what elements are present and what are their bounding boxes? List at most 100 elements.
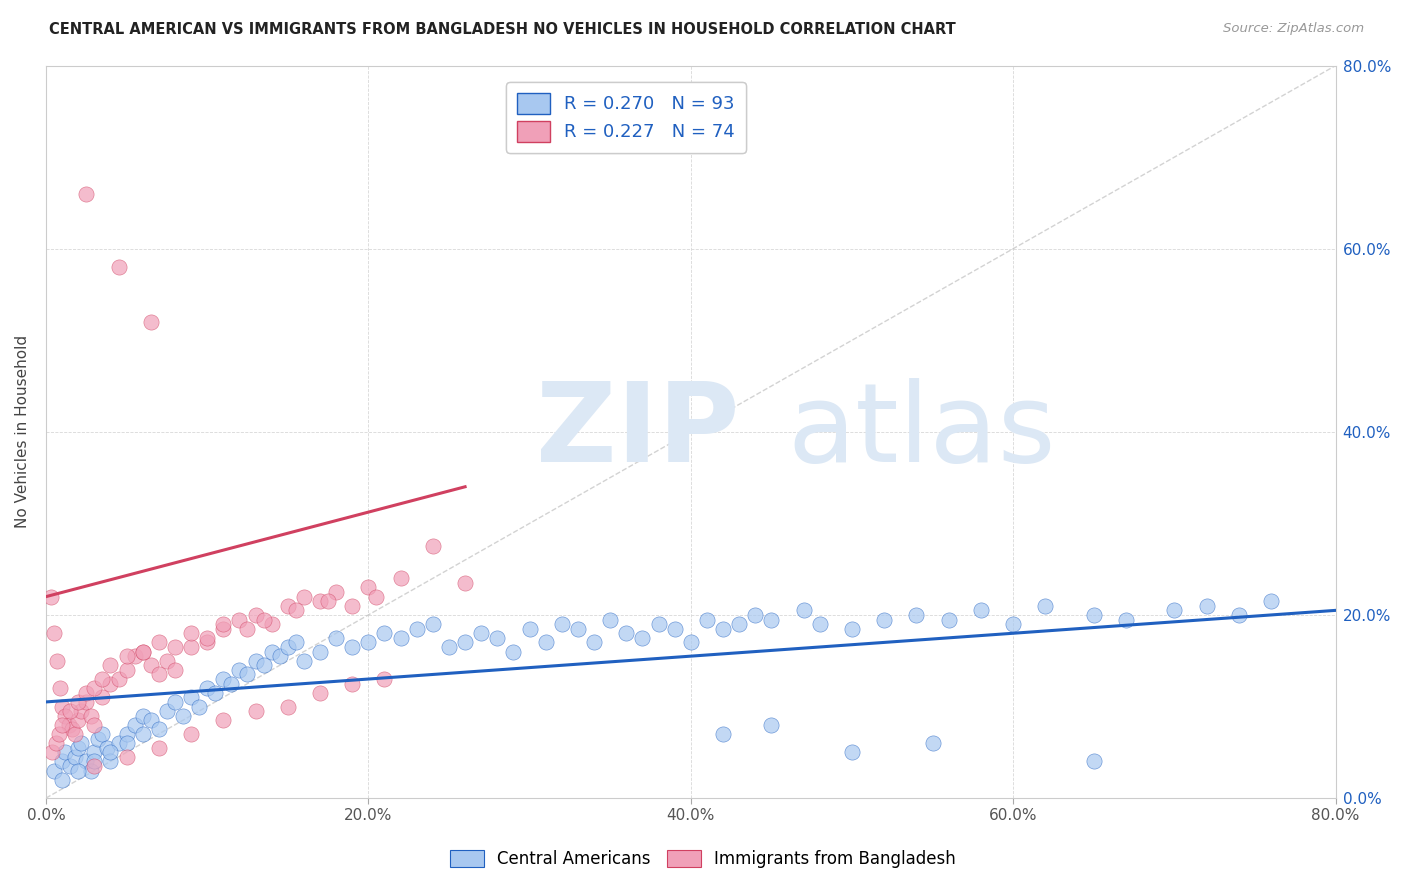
Point bbox=[163, 640, 186, 654]
Point bbox=[389, 571, 412, 585]
Point bbox=[49, 681, 72, 696]
Point bbox=[269, 649, 291, 664]
Point bbox=[148, 667, 170, 681]
Point bbox=[80, 708, 103, 723]
Text: ZIP: ZIP bbox=[536, 378, 740, 485]
Legend: Central Americans, Immigrants from Bangladesh: Central Americans, Immigrants from Bangl… bbox=[444, 843, 962, 875]
Point bbox=[245, 704, 267, 718]
Point bbox=[67, 764, 90, 778]
Point bbox=[83, 755, 105, 769]
Point bbox=[357, 635, 380, 649]
Point bbox=[567, 622, 589, 636]
Point bbox=[841, 622, 863, 636]
Point bbox=[53, 745, 76, 759]
Point bbox=[131, 727, 153, 741]
Point bbox=[131, 644, 153, 658]
Point bbox=[236, 622, 259, 636]
Text: CENTRAL AMERICAN VS IMMIGRANTS FROM BANGLADESH NO VEHICLES IN HOUSEHOLD CORRELAT: CENTRAL AMERICAN VS IMMIGRANTS FROM BANG… bbox=[49, 22, 956, 37]
Point bbox=[51, 699, 73, 714]
Point bbox=[51, 772, 73, 787]
Point bbox=[53, 708, 76, 723]
Point bbox=[808, 617, 831, 632]
Point bbox=[124, 649, 146, 664]
Point bbox=[366, 590, 388, 604]
Point bbox=[711, 622, 734, 636]
Point bbox=[252, 613, 274, 627]
Point bbox=[212, 713, 235, 727]
Point bbox=[631, 631, 654, 645]
Point bbox=[470, 626, 492, 640]
Point bbox=[357, 581, 380, 595]
Point bbox=[91, 672, 114, 686]
Point bbox=[100, 755, 122, 769]
Point bbox=[277, 599, 299, 613]
Point bbox=[83, 745, 105, 759]
Point bbox=[115, 736, 138, 750]
Point bbox=[180, 626, 202, 640]
Point bbox=[1002, 617, 1025, 632]
Point bbox=[115, 649, 138, 664]
Point bbox=[228, 613, 250, 627]
Point bbox=[1195, 599, 1218, 613]
Point bbox=[131, 708, 153, 723]
Point bbox=[58, 718, 80, 732]
Point bbox=[204, 686, 226, 700]
Point bbox=[228, 663, 250, 677]
Point bbox=[195, 635, 218, 649]
Point bbox=[60, 723, 83, 737]
Point bbox=[599, 613, 621, 627]
Point bbox=[373, 672, 395, 686]
Point bbox=[42, 764, 65, 778]
Point bbox=[647, 617, 669, 632]
Point bbox=[163, 695, 186, 709]
Point bbox=[80, 764, 103, 778]
Point bbox=[45, 736, 67, 750]
Point bbox=[221, 676, 243, 690]
Point bbox=[921, 736, 943, 750]
Point bbox=[309, 686, 332, 700]
Point bbox=[75, 686, 97, 700]
Point bbox=[100, 745, 122, 759]
Point bbox=[39, 590, 62, 604]
Point bbox=[1083, 755, 1105, 769]
Point bbox=[131, 644, 153, 658]
Point bbox=[342, 599, 364, 613]
Point bbox=[252, 658, 274, 673]
Point bbox=[115, 727, 138, 741]
Point bbox=[1115, 613, 1137, 627]
Point bbox=[316, 594, 339, 608]
Point bbox=[70, 736, 93, 750]
Point bbox=[422, 617, 444, 632]
Point bbox=[67, 740, 90, 755]
Point bbox=[761, 718, 783, 732]
Point bbox=[70, 704, 93, 718]
Point bbox=[938, 613, 960, 627]
Point bbox=[970, 603, 993, 617]
Point bbox=[148, 723, 170, 737]
Point bbox=[325, 631, 347, 645]
Point bbox=[793, 603, 815, 617]
Point bbox=[1227, 607, 1250, 622]
Point bbox=[83, 718, 105, 732]
Point bbox=[139, 315, 162, 329]
Point bbox=[309, 594, 332, 608]
Point bbox=[75, 186, 97, 201]
Point bbox=[75, 695, 97, 709]
Point bbox=[139, 658, 162, 673]
Point bbox=[51, 755, 73, 769]
Point bbox=[696, 613, 718, 627]
Point bbox=[519, 622, 541, 636]
Point bbox=[100, 676, 122, 690]
Point bbox=[583, 635, 606, 649]
Point bbox=[107, 672, 129, 686]
Point bbox=[342, 676, 364, 690]
Point bbox=[91, 727, 114, 741]
Point bbox=[195, 681, 218, 696]
Point bbox=[389, 631, 412, 645]
Point bbox=[51, 718, 73, 732]
Point bbox=[711, 727, 734, 741]
Point bbox=[1163, 603, 1185, 617]
Point bbox=[486, 631, 509, 645]
Point bbox=[292, 654, 315, 668]
Text: atlas: atlas bbox=[787, 378, 1056, 485]
